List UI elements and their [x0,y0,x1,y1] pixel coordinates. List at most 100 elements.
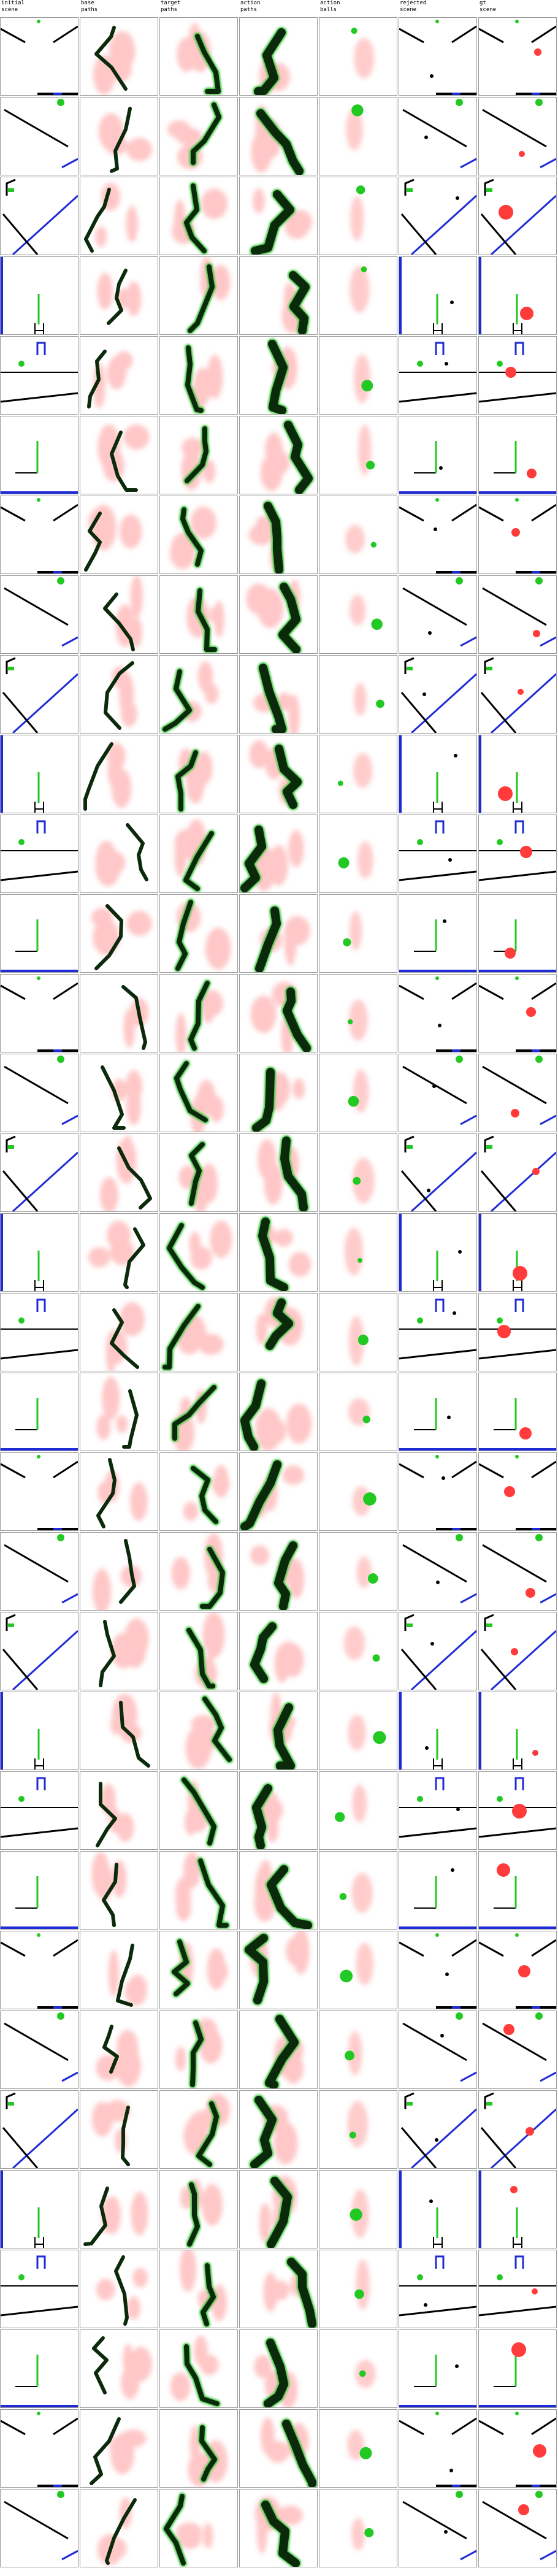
rejected-marker [451,1868,454,1872]
result-cell-col2 [159,1771,238,1850]
dark-path [184,183,207,253]
cell-canvas [121,985,149,1050]
result-cell-col2 [159,336,238,415]
cell-canvas [399,20,476,95]
rejected-marker [450,301,454,304]
ramp-line [402,1544,467,1583]
cell-canvas [180,2179,223,2248]
cell-canvas [180,2250,227,2328]
green-ball [417,1317,423,1324]
dark-path [162,669,192,732]
goal-line [460,2550,476,2561]
dark-path [103,592,135,651]
result-cell-col3 [239,97,318,175]
result-cell-col0 [0,496,78,574]
ramp-line [2,692,39,733]
cell-canvas [399,820,476,881]
red-haze [185,1715,216,1769]
cell-canvas [479,1398,556,1451]
cell-canvas [354,2259,370,2310]
goal-cup [435,342,445,355]
dark-path [117,1146,152,1209]
green-ball [456,1534,463,1541]
result-cell-col1 [80,1532,158,1611]
cup-wall [6,178,16,196]
rejected-marker [428,631,432,635]
red-ball [526,1588,535,1598]
cell-canvas [167,101,223,169]
result-cell-col2 [159,974,238,1052]
cell-canvas [2,657,78,733]
result-cell-col2 [159,1851,238,1930]
wall-line [399,506,424,522]
green-block [8,2102,14,2106]
dark-path [240,826,266,892]
ramp-line [480,213,517,255]
red-ball [518,689,524,695]
dark-path [123,1227,145,1289]
ramp-line [480,1649,517,1690]
cell-canvas [92,2336,153,2399]
red-ball [533,630,540,637]
goal-line [490,673,556,733]
red-ball [511,1109,519,1117]
wall-line [451,25,476,44]
wall-line [479,1463,504,1479]
dark-path [104,661,134,730]
result-cell-col2 [159,1692,238,1770]
result-cell-col5 [399,2170,477,2248]
ramp-line [402,109,467,148]
cell-canvas [174,899,231,972]
result-cell-col2 [159,1293,238,1371]
cup-wall [433,323,443,334]
result-cell-col1 [80,735,158,813]
dark-path [254,28,286,95]
cup-wall [34,802,44,813]
dark-path [190,2020,204,2087]
dark-path [267,2177,292,2248]
cell-canvas [479,976,556,1052]
cell-canvas [480,178,556,255]
cell-canvas [399,441,476,494]
cell-canvas [240,824,304,892]
cell-canvas [1,2171,44,2248]
cell-canvas [399,1214,462,1291]
red-haze [88,1221,135,1268]
red-haze [105,1302,145,1371]
green-ball [37,498,40,502]
red-haze [347,2101,369,2148]
ramp-line [400,2127,437,2168]
column-header-line2: balls [320,7,337,13]
cell-canvas [479,735,522,813]
cell-canvas [482,1534,556,1604]
dark-path [102,1863,118,1927]
result-cell-col3 [239,1054,318,1132]
cell-canvas [1,1214,44,1291]
dark-path [196,588,217,652]
green-ball [435,2412,439,2415]
rejected-marker [449,2469,453,2472]
green-ball [357,1257,363,1263]
cell-canvas [1,1692,44,1769]
wall-line [479,28,504,44]
ramp-line [1,1349,78,1360]
cell-canvas [350,185,365,241]
result-cell-col1 [80,1133,158,1212]
cell-canvas [2,1135,78,1211]
wall-line [399,1463,424,1479]
result-cell-col4 [319,1133,397,1212]
green-ball [362,1416,370,1424]
result-cell-col6 [478,17,557,96]
goal-line [490,1630,556,1690]
green-ball [57,2491,64,2498]
rejected-marker [429,2199,433,2203]
green-ball [361,266,367,273]
result-cell-col5 [399,1612,477,1690]
result-cell-col1 [80,17,158,96]
red-haze [255,1403,312,1451]
result-cell-col6 [478,256,557,335]
dark-path [268,340,288,414]
result-row [0,2170,558,2248]
result-cell-col3 [239,2170,318,2248]
red-haze [97,1470,148,1521]
